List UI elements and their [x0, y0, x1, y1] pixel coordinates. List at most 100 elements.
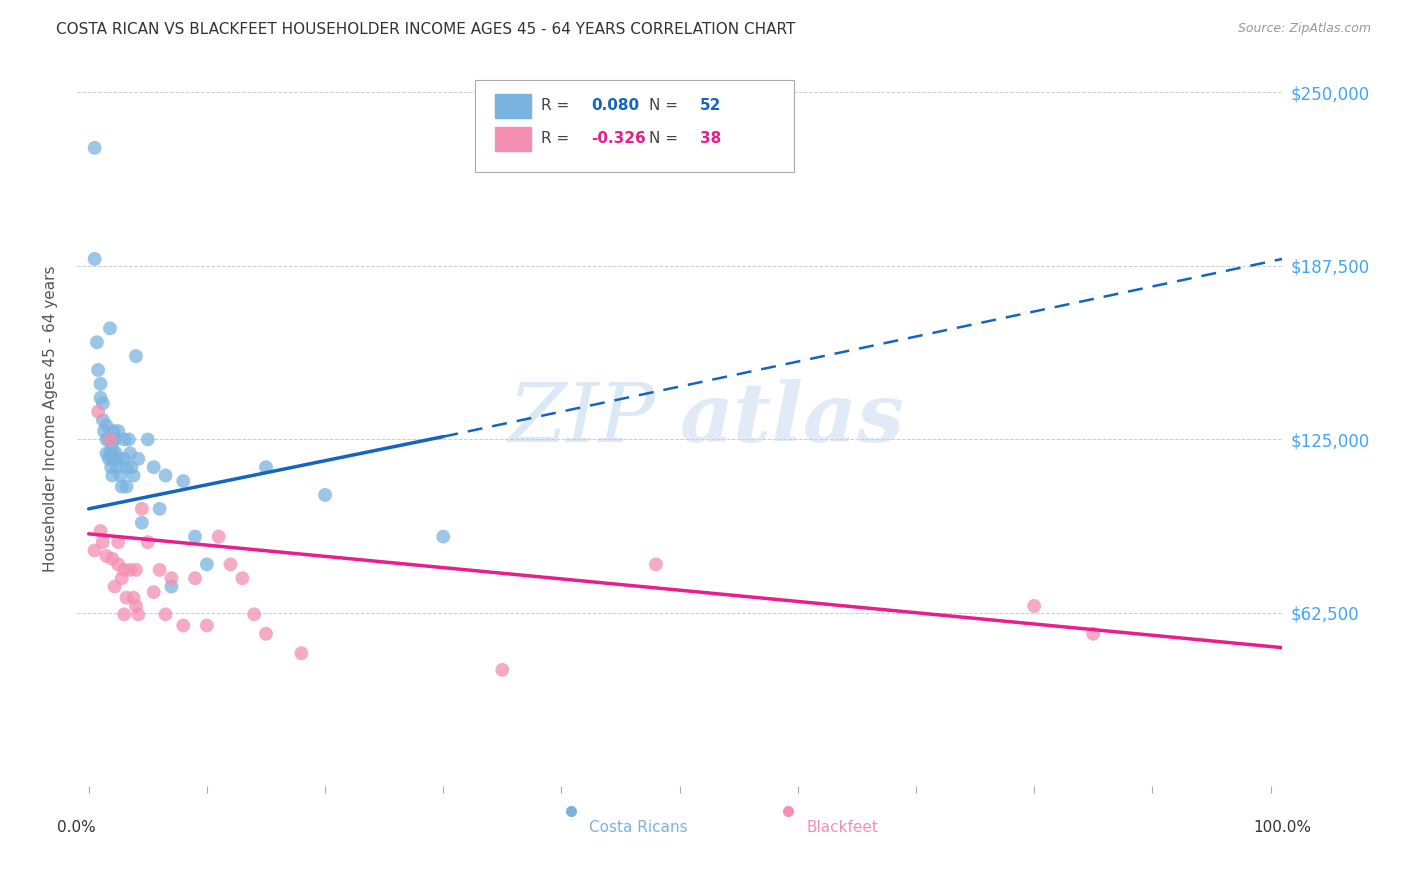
Point	[87, 363, 110, 377]
Point	[118, 563, 141, 577]
Point	[160, 571, 183, 585]
Point	[155, 468, 177, 483]
Point	[131, 516, 153, 530]
Point	[112, 563, 135, 577]
Point	[91, 396, 114, 410]
Point	[127, 451, 149, 466]
Text: atlas: atlas	[679, 378, 904, 458]
Point	[243, 607, 266, 622]
Point	[98, 433, 121, 447]
Point	[125, 599, 148, 613]
Point	[645, 558, 668, 572]
Point	[104, 580, 127, 594]
Point	[219, 558, 242, 572]
Point	[98, 446, 121, 460]
Point	[491, 663, 513, 677]
Point	[149, 563, 172, 577]
Point	[155, 607, 177, 622]
Point	[172, 474, 194, 488]
Point	[112, 451, 135, 466]
Point	[101, 468, 124, 483]
Text: 100.0%: 100.0%	[1253, 820, 1312, 835]
Point	[86, 335, 108, 350]
Point	[125, 349, 148, 363]
Point	[101, 551, 124, 566]
Point	[122, 591, 145, 605]
Point	[208, 530, 231, 544]
Text: N =: N =	[650, 98, 679, 113]
Point	[96, 549, 118, 563]
Text: Costa Ricans: Costa Ricans	[589, 820, 688, 835]
Point	[89, 391, 111, 405]
Text: COSTA RICAN VS BLACKFEET HOUSEHOLDER INCOME AGES 45 - 64 YEARS CORRELATION CHART: COSTA RICAN VS BLACKFEET HOUSEHOLDER INC…	[56, 22, 796, 37]
Point	[91, 413, 114, 427]
Point	[96, 418, 118, 433]
Point	[115, 591, 138, 605]
Point	[107, 424, 129, 438]
Text: N =: N =	[650, 131, 679, 146]
Point	[111, 571, 134, 585]
Point	[122, 468, 145, 483]
Point	[89, 524, 111, 538]
Point	[195, 618, 218, 632]
Point	[96, 446, 118, 460]
Point	[231, 571, 253, 585]
Point	[111, 480, 134, 494]
Point	[107, 558, 129, 572]
Point	[83, 141, 105, 155]
Point	[160, 580, 183, 594]
Bar	[495, 128, 531, 151]
Point	[83, 543, 105, 558]
Point	[1024, 599, 1046, 613]
Point	[104, 433, 127, 447]
Point	[101, 433, 124, 447]
FancyBboxPatch shape	[475, 80, 794, 172]
Point	[118, 433, 141, 447]
Point	[432, 530, 454, 544]
Point	[112, 607, 135, 622]
Point	[115, 460, 138, 475]
Bar	[495, 94, 531, 118]
Point	[107, 535, 129, 549]
Point	[101, 441, 124, 455]
Point	[184, 571, 207, 585]
Point	[98, 321, 121, 335]
Point	[110, 468, 132, 483]
Point	[100, 460, 122, 475]
Text: 38: 38	[700, 131, 721, 146]
Point	[136, 433, 159, 447]
Text: Source: ZipAtlas.com: Source: ZipAtlas.com	[1237, 22, 1371, 36]
Text: Blackfeet: Blackfeet	[806, 820, 877, 835]
Point	[107, 451, 129, 466]
Point	[112, 433, 135, 447]
Point	[149, 501, 172, 516]
Point	[120, 460, 142, 475]
Point	[104, 446, 127, 460]
Point	[131, 501, 153, 516]
Point	[115, 480, 138, 494]
Point	[254, 627, 277, 641]
Point	[127, 607, 149, 622]
Point	[101, 451, 124, 466]
Point	[83, 252, 105, 266]
Point	[93, 424, 115, 438]
Text: R =: R =	[541, 98, 569, 113]
Point	[172, 618, 194, 632]
Point	[103, 424, 125, 438]
Point	[97, 451, 120, 466]
Point	[290, 646, 312, 660]
Point	[91, 535, 114, 549]
Text: -0.326: -0.326	[592, 131, 647, 146]
Text: ZIP: ZIP	[509, 378, 655, 458]
Point	[254, 460, 277, 475]
Text: 52: 52	[700, 98, 721, 113]
Point	[1083, 627, 1105, 641]
Point	[184, 530, 207, 544]
Point	[89, 376, 111, 391]
Point	[97, 433, 120, 447]
Point	[142, 585, 165, 599]
Point	[105, 460, 128, 475]
Point	[142, 460, 165, 475]
Point	[96, 433, 118, 447]
Point	[195, 558, 218, 572]
